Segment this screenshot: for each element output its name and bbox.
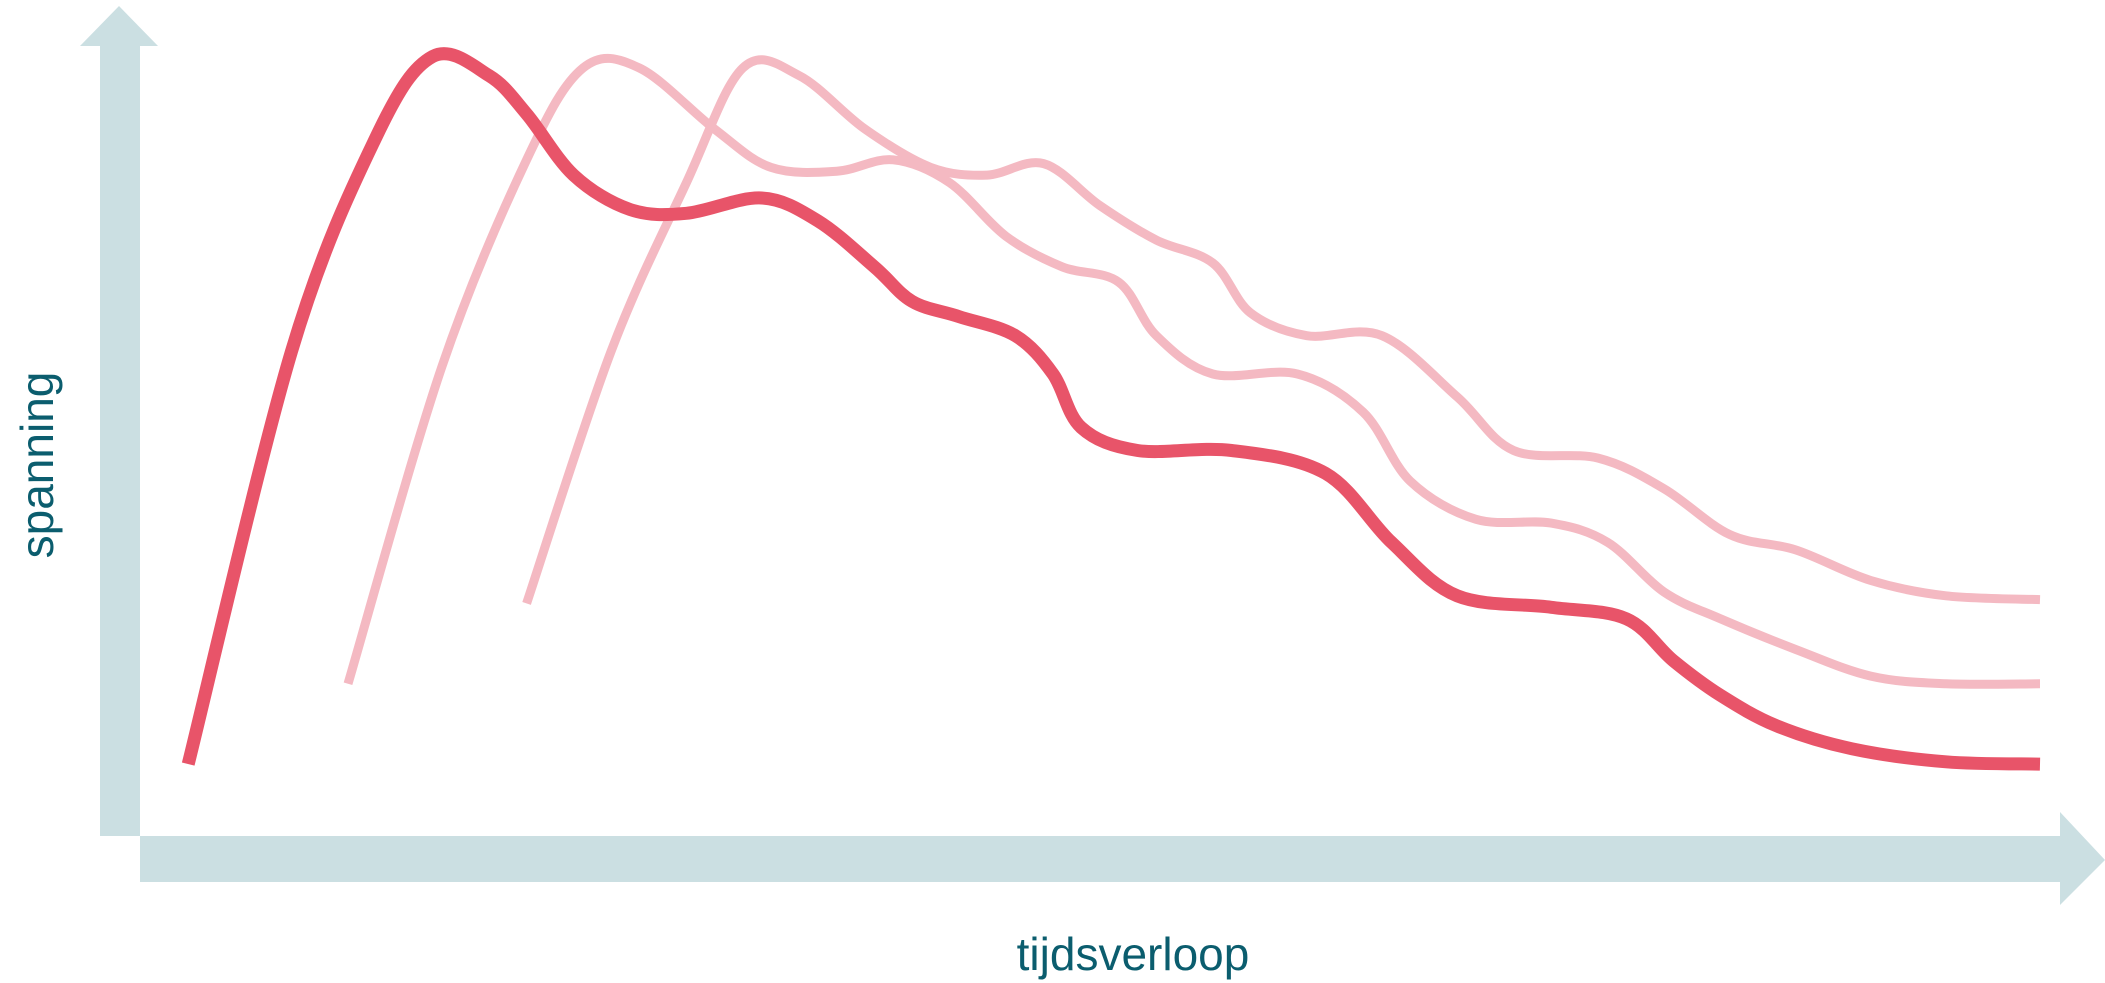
x-axis-arrow — [140, 812, 2105, 905]
series-line-2 — [343, 53, 2041, 689]
y-axis-label: spanning — [11, 372, 63, 559]
series-layer — [181, 47, 2041, 771]
series-line-1 — [181, 47, 2041, 771]
axes — [80, 6, 2105, 905]
y-axis-arrow — [80, 6, 158, 836]
series-line-3 — [522, 55, 2041, 605]
x-axis-label: tijdsverloop — [1017, 928, 1250, 980]
